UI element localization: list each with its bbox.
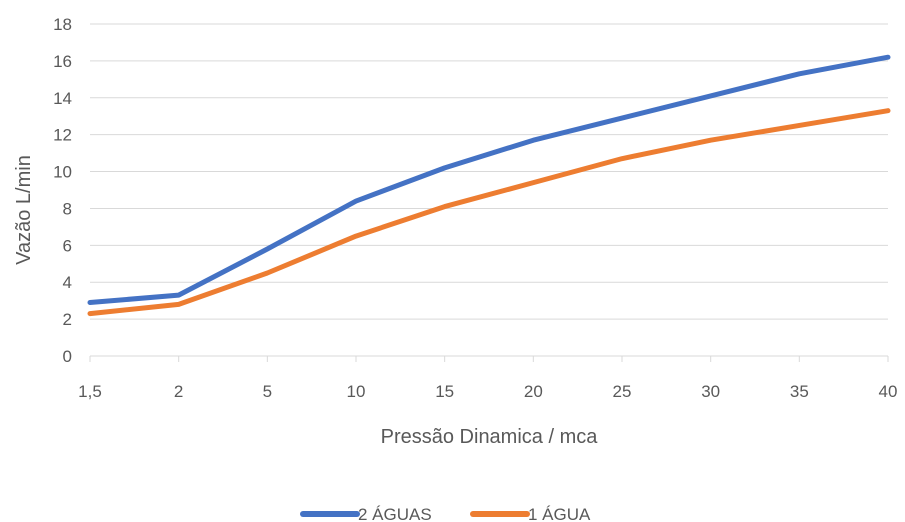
series-line-1 <box>90 57 888 302</box>
series-lines <box>90 57 888 313</box>
legend: 2 ÁGUAS 1 ÁGUA <box>303 505 591 522</box>
x-tick-label: 30 <box>701 382 720 401</box>
series-line-2 <box>90 111 888 314</box>
x-tick-label: 10 <box>347 382 366 401</box>
y-tick-label: 10 <box>53 163 72 182</box>
x-tick-label: 1,5 <box>78 382 102 401</box>
x-tick-label: 35 <box>790 382 809 401</box>
y-tick-label: 14 <box>53 89 72 108</box>
y-tick-label: 0 <box>63 347 72 366</box>
y-tick-label: 18 <box>53 15 72 34</box>
y-tick-label: 8 <box>63 199 72 218</box>
x-tick-label: 2 <box>174 382 183 401</box>
gridlines <box>90 24 888 319</box>
y-axis-ticks: 0 2 4 6 8 10 12 14 16 18 <box>53 15 72 366</box>
x-axis-title: Pressão Dinamica / mca <box>381 426 599 448</box>
x-tick-label: 25 <box>613 382 632 401</box>
legend-label: 1 ÁGUA <box>528 505 591 522</box>
x-tick-label: 15 <box>435 382 454 401</box>
y-tick-label: 2 <box>63 310 72 329</box>
y-tick-label: 12 <box>53 126 72 145</box>
x-tick-label: 5 <box>263 382 272 401</box>
y-tick-label: 4 <box>63 273 72 292</box>
x-tick-label: 40 <box>879 382 898 401</box>
y-axis-title: Vazão L/min <box>13 155 35 265</box>
legend-label: 2 ÁGUAS <box>358 505 432 522</box>
x-tick-label: 20 <box>524 382 543 401</box>
y-tick-label: 6 <box>63 236 72 255</box>
y-tick-label: 16 <box>53 52 72 71</box>
x-axis-ticks: 1,5 2 5 10 15 20 25 30 35 40 <box>78 356 897 401</box>
